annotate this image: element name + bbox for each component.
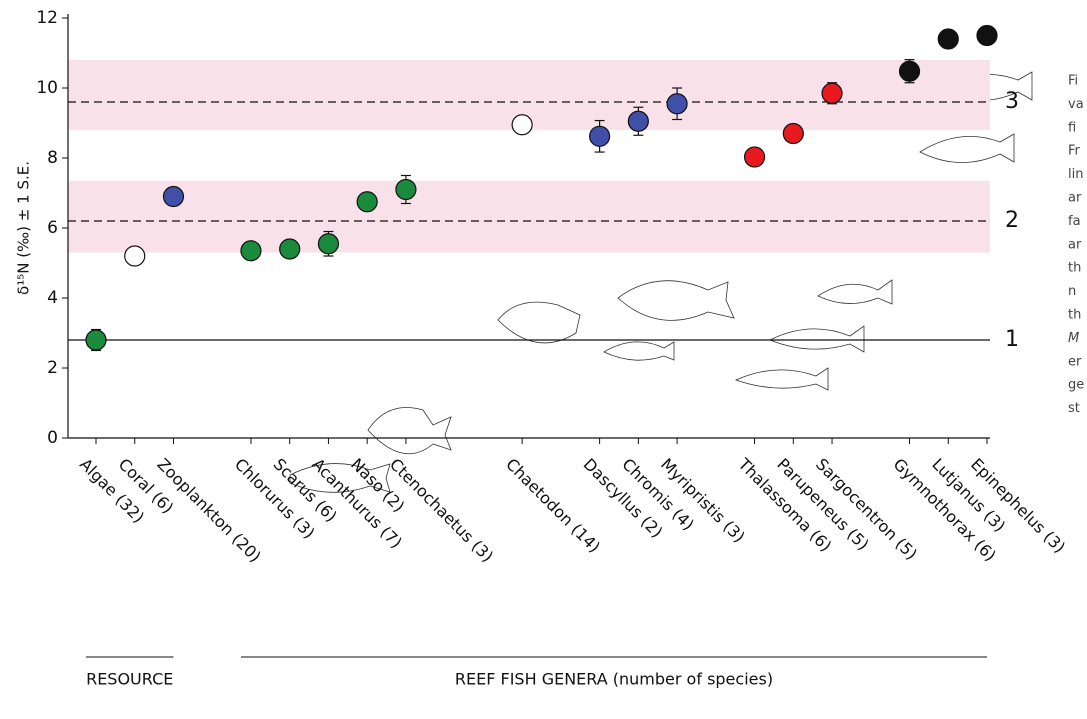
data-point <box>822 83 842 103</box>
trophic-level-label: 1 <box>1005 327 1019 352</box>
data-point <box>163 187 183 207</box>
fish-illustration <box>498 302 580 343</box>
data-point <box>241 241 261 261</box>
caption-fragment: ar <box>1068 237 1082 252</box>
fish-illustration <box>920 134 1014 163</box>
y-tick-label: 10 <box>36 78 58 98</box>
data-point <box>318 234 338 254</box>
y-tick-label: 6 <box>47 218 58 238</box>
group-label: REEF FISH GENERA (number of species) <box>455 670 773 689</box>
x-tick-label: Ctenochaetus (3) <box>386 455 497 566</box>
y-tick-label: 4 <box>47 288 58 308</box>
group-label: RESOURCE <box>86 670 173 689</box>
y-tick-label: 12 <box>36 8 58 28</box>
caption-fragment: va <box>1068 97 1084 112</box>
caption-fragment: Fi <box>1068 74 1078 89</box>
y-tick-label: 8 <box>47 148 58 168</box>
fish-illustration <box>618 281 734 321</box>
data-point <box>280 239 300 259</box>
data-point <box>86 330 106 350</box>
data-point <box>977 26 997 46</box>
fish-illustrations <box>290 72 1032 492</box>
caption-fragment: th <box>1068 261 1081 276</box>
fish-illustration <box>368 408 451 454</box>
trophic-level-label: 2 <box>1005 208 1019 233</box>
caption-fragment: er <box>1068 354 1082 369</box>
caption-fragment: ar <box>1068 191 1082 206</box>
caption-fragment: st <box>1068 401 1080 416</box>
data-point <box>512 115 532 135</box>
caption-fragment: fa <box>1068 214 1081 229</box>
fish-illustration <box>818 280 892 304</box>
caption-fragment: Fr <box>1068 144 1081 159</box>
data-point <box>125 246 145 266</box>
caption-fragment: M <box>1068 331 1079 346</box>
data-point <box>900 61 920 81</box>
chart: δ¹⁵N (‰) ± 1 S.E. 123024681012Algae (32)… <box>0 0 1087 719</box>
data-point <box>396 180 416 200</box>
caption-fragment: fi <box>1068 120 1076 135</box>
fish-illustration <box>604 342 674 360</box>
data-point <box>667 94 687 114</box>
y-tick-label: 2 <box>47 358 58 378</box>
trophic-level-label: 3 <box>1005 89 1019 114</box>
trophic-band <box>68 181 990 253</box>
data-point <box>938 29 958 49</box>
data-point <box>628 111 648 131</box>
caption-fragment: n <box>1068 284 1076 299</box>
y-axis-label: δ¹⁵N (‰) ± 1 S.E. <box>15 161 33 295</box>
data-point <box>783 124 803 144</box>
fish-illustration <box>736 368 828 390</box>
caption-fragment: lin <box>1068 167 1083 182</box>
caption-fragment: th <box>1068 308 1081 323</box>
data-point <box>590 126 610 146</box>
data-point <box>745 147 765 167</box>
caption-fragment: ge <box>1068 378 1084 393</box>
fish-illustration <box>770 326 864 352</box>
y-tick-label: 0 <box>47 428 58 448</box>
data-point <box>357 192 377 212</box>
